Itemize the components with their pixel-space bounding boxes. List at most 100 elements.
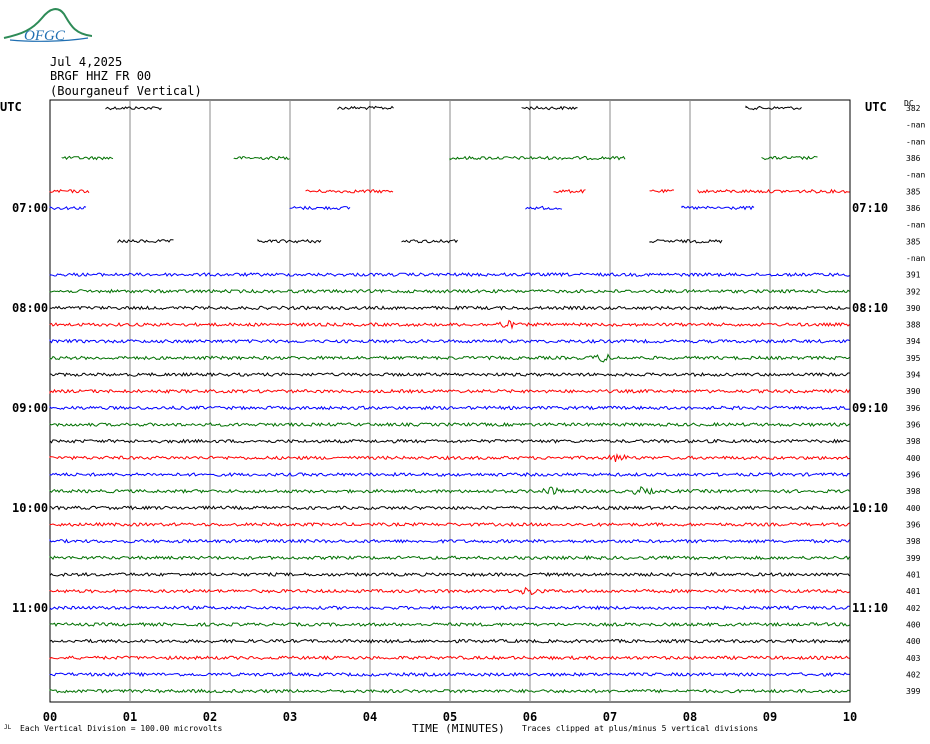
x-tick-label: 03	[283, 710, 297, 724]
x-tick-label: 02	[203, 710, 217, 724]
trace-line	[49, 555, 850, 561]
trace-line	[49, 655, 850, 661]
right-time-label: 11:10	[852, 601, 888, 615]
dc-value: 399	[906, 554, 921, 563]
trace-line	[49, 571, 850, 577]
dc-value: 388	[906, 321, 921, 330]
station-label: BRGF HHZ FR 00	[50, 69, 152, 83]
left-time-label: 10:00	[12, 501, 48, 515]
trace-line	[49, 438, 850, 444]
right-time-label: 08:10	[852, 301, 888, 315]
dc-value: 386	[906, 154, 921, 163]
trace-line	[49, 405, 850, 411]
dc-value: 403	[906, 654, 921, 663]
x-tick-label: 08	[683, 710, 697, 724]
trace-line	[49, 471, 850, 477]
dc-value: 398	[906, 537, 921, 546]
x-axis-label: TIME (MINUTES)	[412, 722, 505, 735]
trace-line	[49, 538, 850, 544]
trace-line	[49, 638, 850, 644]
ofgc-logo: OFGC	[2, 4, 93, 50]
seismic-traces	[49, 105, 850, 694]
trace-line	[61, 155, 114, 161]
axes: 00 01 02 03 04 05 06 07 08 09 10 UTC UTC DC 07:00 08:00…	[0, 99, 925, 724]
trace-line	[49, 621, 850, 628]
dc-value: 390	[906, 304, 921, 313]
trace-line	[49, 421, 850, 428]
dc-value: 396	[906, 471, 921, 480]
trace-line	[49, 586, 850, 596]
dc-value: 394	[906, 371, 921, 380]
dc-value: 400	[906, 454, 921, 463]
logo-text: OFGC	[24, 28, 66, 44]
dc-value: 391	[906, 271, 921, 280]
dc-value: 390	[906, 387, 921, 396]
dc-value: 396	[906, 404, 921, 413]
right-axis-title: UTC	[865, 100, 887, 114]
trace-line	[649, 188, 675, 194]
trace-line	[105, 106, 162, 111]
trace-line	[49, 605, 850, 611]
left-time-label: 08:00	[12, 301, 48, 315]
trace-line	[49, 388, 850, 394]
footer-scale: Each Vertical Division = 100.00 microvol…	[20, 724, 223, 733]
dc-value: 382	[906, 104, 921, 113]
trace-line	[49, 671, 850, 678]
dc-value: 385	[906, 187, 921, 196]
footer-corner: JL	[4, 724, 12, 731]
dc-value: -nan	[906, 254, 925, 263]
dc-value: 396	[906, 421, 921, 430]
trace-line	[745, 105, 802, 111]
trace-line	[49, 319, 850, 330]
footer-clip: Traces clipped at plus/minus 5 vertical …	[522, 724, 759, 733]
trace-line	[49, 453, 850, 463]
trace-line	[681, 205, 755, 211]
dc-value: -nan	[906, 171, 925, 180]
trace-line	[49, 288, 850, 294]
trace-line	[521, 105, 578, 111]
trace-line	[233, 155, 290, 161]
trace-line	[49, 189, 90, 194]
trace-line	[553, 188, 586, 194]
date-label: Jul 4,2025	[50, 55, 123, 69]
x-tick-label: 05	[443, 710, 457, 724]
trace-line	[337, 105, 394, 111]
trace-line	[697, 188, 850, 194]
right-time-label: 10:10	[852, 501, 888, 515]
dc-value: 395	[906, 354, 921, 363]
left-time-label: 11:00	[12, 601, 48, 615]
location-label: (Bourganeuf Vertical)	[50, 84, 202, 98]
trace-line	[49, 305, 850, 311]
dc-value: 399	[906, 687, 921, 696]
trace-line	[117, 239, 174, 244]
left-axis-title: UTC	[0, 100, 22, 114]
trace-line	[49, 371, 850, 378]
trace-line	[289, 205, 351, 211]
trace-line	[561, 155, 626, 161]
trace-line	[257, 238, 322, 244]
dc-value: 402	[906, 670, 921, 679]
x-tick-label: 01	[123, 710, 137, 724]
dc-value: 401	[906, 587, 921, 596]
dc-header: DC	[904, 99, 914, 108]
trace-line	[49, 205, 87, 211]
dc-value: 400	[906, 504, 921, 513]
left-time-label: 07:00	[12, 201, 48, 215]
dc-value: 398	[906, 487, 921, 496]
dc-value: -nan	[906, 137, 925, 146]
dc-value: -nan	[906, 221, 925, 230]
left-time-label: 09:00	[12, 401, 48, 415]
dc-value: 386	[906, 204, 921, 213]
x-tick-label: 00	[43, 710, 57, 724]
trace-line	[305, 189, 394, 194]
trace-line	[49, 272, 850, 278]
grid-lines	[49, 99, 851, 703]
trace-line	[49, 688, 850, 694]
dc-value: 394	[906, 337, 921, 346]
right-time-label: 09:10	[852, 401, 888, 415]
x-tick-label: 04	[363, 710, 377, 724]
dc-value: 400	[906, 637, 921, 646]
dc-value: 400	[906, 620, 921, 629]
trace-line	[525, 205, 563, 211]
